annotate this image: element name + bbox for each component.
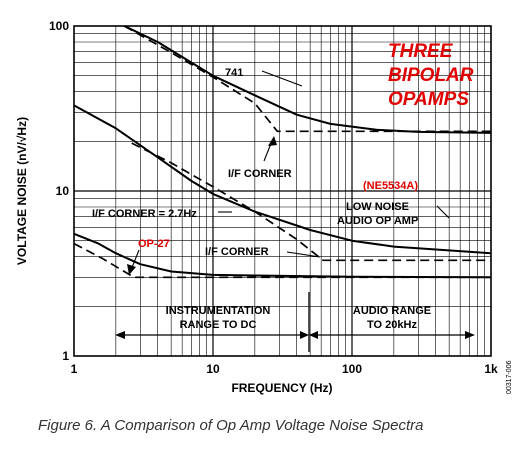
x-tick-label: 100 [342, 362, 362, 376]
x-tick-label: 10 [206, 362, 220, 376]
series-op-27-dashed [73, 242, 491, 279]
label-if-corner-5534: I/F CORNER [205, 246, 269, 258]
label-ne5534a: (NE5534A) [363, 180, 418, 192]
label-instrumentation: INSTRUMENTATION [166, 305, 271, 317]
figure-caption: Figure 6. A Comparison of Op Amp Voltage… [38, 417, 423, 434]
series-op-27-solid [73, 232, 492, 279]
figure-id: 00317-006 [506, 360, 513, 394]
label-audio-op-amp: AUDIO OP AMP [337, 215, 418, 227]
label-op27: OP-27 [138, 238, 170, 250]
x-tick-label: 1 [71, 362, 78, 376]
grid-lines [74, 26, 491, 356]
annotation-arrowheads [127, 136, 277, 275]
y-tick-label: 10 [56, 184, 70, 198]
label-if-corner-2-7hz: I/F CORNER = 2.7Hz [92, 208, 197, 220]
plot-frame [73, 25, 492, 357]
series-lines [73, 25, 492, 279]
label-if-corner-741: I/F CORNER [228, 168, 292, 180]
x-tick-label: 1k [484, 362, 498, 376]
y-tick-label: 1 [62, 349, 69, 363]
label-audio-range: AUDIO RANGE [353, 305, 431, 317]
callout-opamps: OPAMPS [388, 89, 469, 110]
x-axis-title: FREQUENCY (Hz) [231, 381, 332, 395]
callout-three: THREE [388, 41, 454, 62]
label-741: 741 [225, 67, 243, 79]
y-axis-title: VOLTAGE NOISE (nV/√Hz) [15, 117, 29, 265]
range-arrows [122, 292, 466, 352]
axis-ticks: 1 10 100 1k 1 10 100 [49, 19, 498, 376]
range-arrowheads [115, 331, 475, 339]
label-to-20khz: TO 20kHz [367, 319, 417, 331]
series-ne5534a-dashed [131, 142, 491, 262]
callout-bipolar: BIPOLAR [388, 65, 474, 86]
series-741-dashed [123, 25, 491, 133]
series-ne5534a-solid [73, 104, 492, 255]
label-range-to-dc: RANGE TO DC [180, 319, 257, 331]
y-tick-label: 100 [49, 19, 69, 33]
label-low-noise: LOW NOISE [346, 201, 409, 213]
series-741-solid [123, 25, 492, 134]
